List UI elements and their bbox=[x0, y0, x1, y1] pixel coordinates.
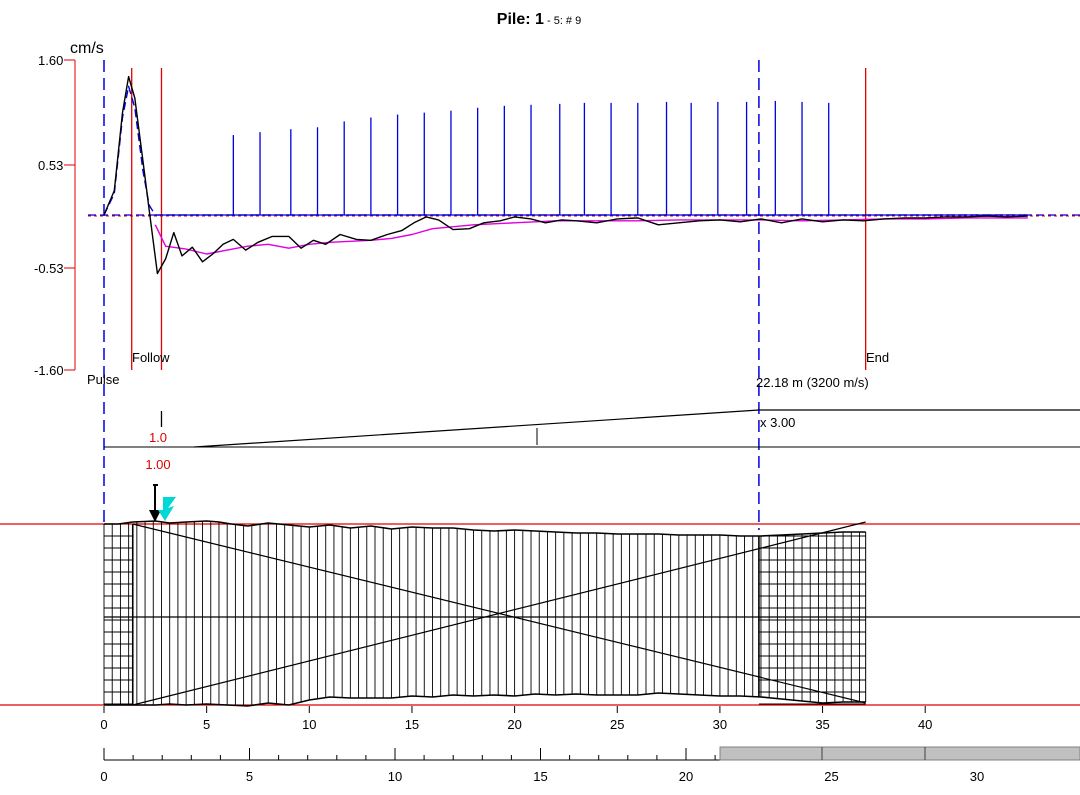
pile-profile bbox=[0, 520, 1080, 707]
chart-title: Pile: 1 - 5: # 9 bbox=[497, 11, 581, 28]
amplification-label: x 3.00 bbox=[760, 415, 795, 430]
profile-bottom-outline bbox=[104, 692, 866, 707]
scale1-tick-label: 25 bbox=[610, 717, 624, 732]
scale2-tick-label: 0 bbox=[100, 769, 107, 784]
profile-top-outline bbox=[104, 520, 866, 537]
scale2-tick-label: 5 bbox=[246, 769, 253, 784]
follow-label: Follow bbox=[132, 350, 170, 365]
end-label: End bbox=[866, 350, 889, 365]
scale1-tick-label: 40 bbox=[918, 717, 932, 732]
amp-readout-bottom: 1.00 bbox=[145, 457, 170, 472]
y-tick-label: -1.60 bbox=[34, 363, 64, 378]
depth-scale-primary: 0 5 10 15 20 25 30 35 40 bbox=[100, 706, 932, 732]
pulse-label: Pulse bbox=[87, 372, 120, 387]
chart-title-main: Pile: 1 bbox=[497, 11, 544, 28]
scale1-tick-label: 15 bbox=[405, 717, 419, 732]
scale1-tick-label: 10 bbox=[302, 717, 316, 732]
amplification-ramp: x 3.00 1.0 1.00 bbox=[104, 409, 1080, 472]
scale2-tick-label: 20 bbox=[679, 769, 693, 784]
impact-arrows[interactable] bbox=[149, 484, 176, 522]
series-line-reference bbox=[103, 85, 1028, 216]
velocity-plot: cm/s 1.60 0.53 -0.53 -1.60 Pulse Follow End… bbox=[34, 40, 1080, 530]
scale2-tick-label: 10 bbox=[388, 769, 402, 784]
series-line-velocity bbox=[103, 75, 1028, 275]
series-lines bbox=[88, 75, 1080, 275]
impact-arrow-icon bbox=[149, 484, 161, 522]
scale1-tick-label: 0 bbox=[100, 717, 107, 732]
cursor-arrow-icon bbox=[158, 497, 176, 521]
y-axis-unit: cm/s bbox=[70, 40, 104, 57]
y-tick-label: -0.53 bbox=[34, 261, 64, 276]
marker-lines[interactable] bbox=[103, 60, 867, 530]
toe-length-label: 22.18 m (3200 m/s) bbox=[756, 375, 869, 390]
y-tick-label: 0.53 bbox=[38, 158, 63, 173]
reflection-ticks bbox=[232, 100, 830, 215]
profile-diagonal-up bbox=[132, 521, 866, 706]
amp-readout-top: 1.0 bbox=[149, 430, 167, 445]
chart-title-suffix: - 5: # 9 bbox=[544, 15, 581, 27]
scale2-tick-label: 30 bbox=[970, 769, 984, 784]
y-axis: 1.60 0.53 -0.53 -1.60 bbox=[34, 53, 76, 378]
scale2-tick-label: 15 bbox=[533, 769, 547, 784]
scale1-tick-label: 35 bbox=[815, 717, 829, 732]
y-tick-label: 1.60 bbox=[38, 53, 63, 68]
scale1-tick-label: 20 bbox=[507, 717, 521, 732]
amp-ramp-line bbox=[194, 409, 759, 448]
scale2-tick-label: 25 bbox=[824, 769, 838, 784]
scale1-tick-label: 30 bbox=[713, 717, 727, 732]
scrollbar-track[interactable] bbox=[719, 746, 1080, 761]
horizontal-scrollbar[interactable] bbox=[719, 746, 1080, 761]
scale1-tick-label: 5 bbox=[203, 717, 210, 732]
